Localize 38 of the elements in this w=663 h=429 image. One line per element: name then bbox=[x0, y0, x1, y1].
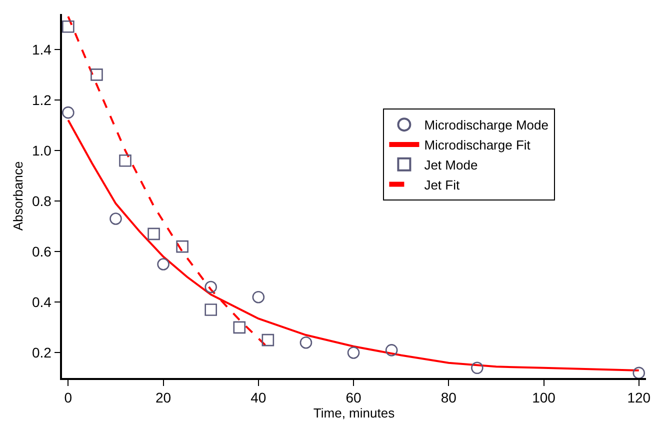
x-tick-label: 20 bbox=[156, 390, 172, 406]
x-tick-label: 80 bbox=[440, 390, 457, 406]
point bbox=[119, 154, 132, 167]
point bbox=[110, 212, 122, 225]
point bbox=[385, 344, 398, 356]
point bbox=[300, 336, 312, 349]
x-tick-label: 120 bbox=[627, 390, 651, 406]
point bbox=[204, 280, 217, 294]
point bbox=[252, 290, 265, 304]
point bbox=[90, 68, 103, 81]
x-tick-label: 40 bbox=[250, 390, 266, 406]
point bbox=[632, 366, 646, 380]
y-tick-label: 1.4 bbox=[32, 41, 52, 58]
y-tick-label: 1.0 bbox=[32, 142, 52, 158]
legend-label: Jet Mode bbox=[424, 157, 478, 172]
x-tick-label: 0 bbox=[64, 390, 72, 406]
point bbox=[176, 240, 188, 253]
x-tick-label: 60 bbox=[346, 390, 362, 406]
point bbox=[233, 321, 246, 334]
x-tick-label: 100 bbox=[532, 390, 556, 406]
point bbox=[471, 362, 484, 374]
y-axis-title: Absorbance bbox=[10, 161, 26, 231]
y-tick-label: 0.6 bbox=[32, 244, 52, 260]
point bbox=[262, 334, 274, 346]
y-tick-label: 0.4 bbox=[32, 294, 52, 310]
point bbox=[148, 228, 160, 240]
y-tick-label: 1.2 bbox=[32, 92, 52, 108]
legend-label: Microdischarge Mode bbox=[424, 118, 548, 133]
legend-label: Jet Fit bbox=[424, 177, 460, 192]
point bbox=[347, 346, 360, 359]
point bbox=[157, 258, 170, 270]
x-axis-title: Time, minutes bbox=[313, 406, 396, 421]
y-tick-label: 0.8 bbox=[32, 192, 52, 209]
point bbox=[204, 304, 217, 316]
point bbox=[62, 106, 74, 119]
legend-label: Microdischarge Fit bbox=[424, 138, 531, 153]
point bbox=[62, 20, 74, 33]
y-tick-label: 0.2 bbox=[32, 344, 52, 361]
